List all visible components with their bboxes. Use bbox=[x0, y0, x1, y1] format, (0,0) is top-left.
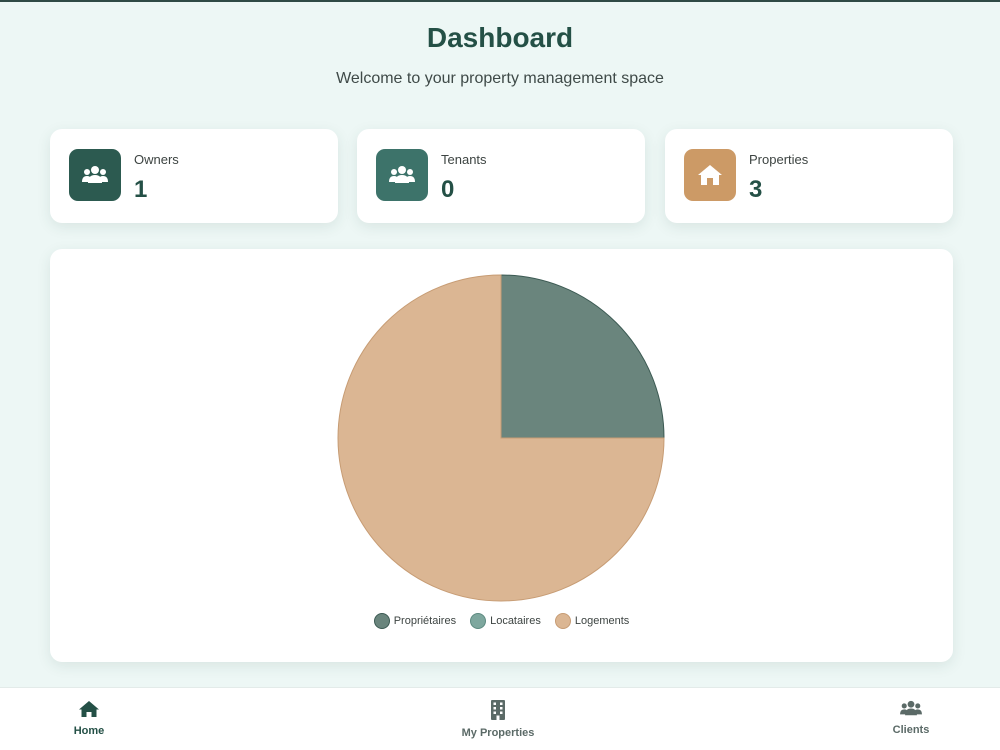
chart-card: Propriétaires Locataires Logements bbox=[50, 249, 953, 662]
legend-label: Logements bbox=[574, 615, 630, 627]
pie-slice-logements[interactable] bbox=[337, 274, 665, 602]
users-icon bbox=[376, 149, 428, 201]
owners-card: Owners 1 bbox=[50, 129, 338, 223]
nav-home-label: Home bbox=[73, 725, 105, 737]
nav-clients[interactable]: Clients bbox=[885, 700, 937, 736]
tenants-label: Tenants bbox=[441, 152, 487, 167]
tenants-count: 0 bbox=[441, 176, 455, 203]
page-title: Dashboard bbox=[426, 22, 574, 53]
tenants-card: Tenants 0 bbox=[357, 129, 645, 223]
owners-count: 1 bbox=[134, 176, 148, 203]
home-icon bbox=[78, 700, 100, 721]
legend-label: Propriétaires bbox=[393, 615, 457, 627]
pie-slice-propriétaires[interactable] bbox=[500, 274, 665, 439]
legend-swatch bbox=[470, 613, 487, 629]
page-subtitle: Welcome to your property management spac… bbox=[336, 70, 664, 87]
nav-my-properties-label: My Properties bbox=[461, 727, 535, 739]
pie-chart bbox=[337, 274, 665, 602]
building-icon bbox=[490, 700, 506, 723]
chart-legend: Propriétaires Locataires Logements bbox=[50, 613, 953, 629]
nav-my-properties[interactable]: My Properties bbox=[448, 700, 548, 739]
legend-item[interactable]: Propriétaires bbox=[373, 613, 457, 629]
legend-swatch bbox=[554, 613, 571, 629]
properties-label: Properties bbox=[749, 152, 809, 167]
bottom-nav: Home My Properties bbox=[0, 687, 1000, 750]
owners-label: Owners bbox=[134, 152, 179, 167]
users-icon bbox=[69, 149, 121, 201]
legend-item[interactable]: Locataires bbox=[470, 613, 541, 629]
home-icon bbox=[684, 149, 736, 201]
properties-count: 3 bbox=[749, 176, 763, 203]
nav-clients-label: Clients bbox=[892, 724, 930, 736]
users-icon bbox=[900, 700, 922, 720]
legend-swatch bbox=[373, 613, 390, 629]
properties-card: Properties 3 bbox=[665, 129, 953, 223]
legend-label: Locataires bbox=[490, 615, 541, 627]
legend-item[interactable]: Logements bbox=[554, 613, 630, 629]
nav-home[interactable]: Home bbox=[58, 700, 120, 737]
